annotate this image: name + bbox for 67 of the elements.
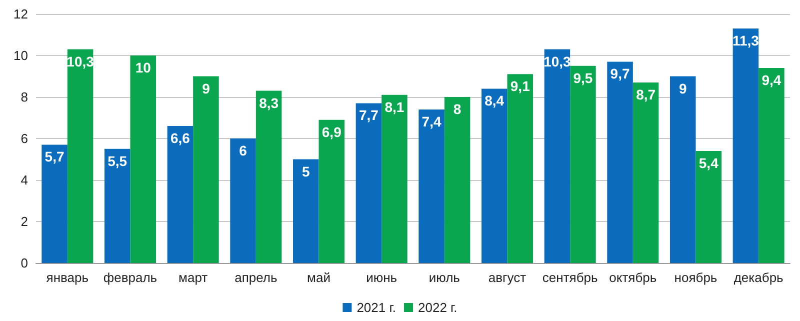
bar [167, 126, 194, 263]
x-tick-label: август [488, 270, 526, 285]
y-tick-label: 8 [20, 90, 28, 104]
data-label: 9 [678, 80, 687, 96]
data-label: 9,7 [610, 66, 630, 82]
bar [418, 109, 444, 263]
bar [193, 76, 219, 263]
data-label: 8,7 [636, 86, 656, 102]
bar [104, 148, 130, 263]
x-tick-label: январь [46, 270, 89, 285]
bar [292, 159, 319, 263]
bar [758, 68, 784, 263]
data-label: 9,4 [762, 72, 782, 88]
data-label: 8,4 [484, 92, 504, 109]
data-label: 9,1 [510, 78, 530, 94]
x-tick-label: июнь [366, 270, 398, 285]
bar [130, 56, 156, 263]
data-label: 10 [135, 60, 152, 76]
bar [632, 82, 659, 263]
data-label: 5,7 [44, 148, 64, 165]
x-tick-label: апрель [234, 270, 278, 285]
x-tick-label: декабрь [734, 270, 784, 285]
data-label: 6,9 [322, 124, 342, 140]
data-label: 9,5 [573, 70, 593, 86]
data-label: 11,3 [732, 32, 760, 49]
bar [670, 76, 696, 263]
bar [256, 90, 282, 263]
data-label: 8 [453, 101, 462, 117]
x-tick-label: сентябрь [542, 270, 598, 285]
y-tick-label: 12 [14, 6, 28, 22]
y-tick-label: 2 [20, 214, 28, 229]
data-label: 6,6 [170, 130, 190, 146]
x-tick-label: ноябрь [674, 270, 718, 285]
bar [607, 62, 633, 263]
data-label: 8,3 [259, 94, 279, 111]
y-tick-label: 0 [20, 256, 28, 270]
bar [507, 74, 534, 263]
y-tick-label: 6 [20, 131, 28, 146]
bar [356, 103, 382, 263]
bar [382, 94, 408, 263]
x-tick-label: май [307, 270, 330, 285]
bar [318, 120, 345, 263]
data-label: 6 [239, 142, 248, 158]
x-tick-label: март [178, 270, 208, 285]
data-label: 5,4 [698, 154, 719, 171]
data-label: 5,5 [108, 152, 128, 169]
data-label: 5 [302, 163, 310, 180]
bar [696, 150, 722, 263]
y-tick-label: 4 [20, 172, 28, 188]
bar [732, 28, 759, 263]
bar [544, 49, 570, 263]
x-tick-label: февраль [103, 270, 158, 285]
bar [481, 88, 508, 263]
data-label: 7,7 [358, 107, 379, 124]
bar [444, 97, 470, 263]
legend-label: 2022 г. [418, 300, 458, 315]
x-tick-label: июль [428, 270, 460, 285]
y-tick-label: 10 [14, 48, 28, 63]
x-tick-label: октябрь [609, 270, 657, 285]
bar [230, 138, 256, 263]
data-label: 9 [202, 80, 210, 96]
bar [67, 49, 94, 263]
data-label: 8,1 [384, 98, 404, 115]
bar [42, 144, 68, 263]
legend-label: 2021 г. [356, 300, 396, 315]
bar [570, 66, 596, 263]
data-label: 7,4 [422, 113, 442, 130]
